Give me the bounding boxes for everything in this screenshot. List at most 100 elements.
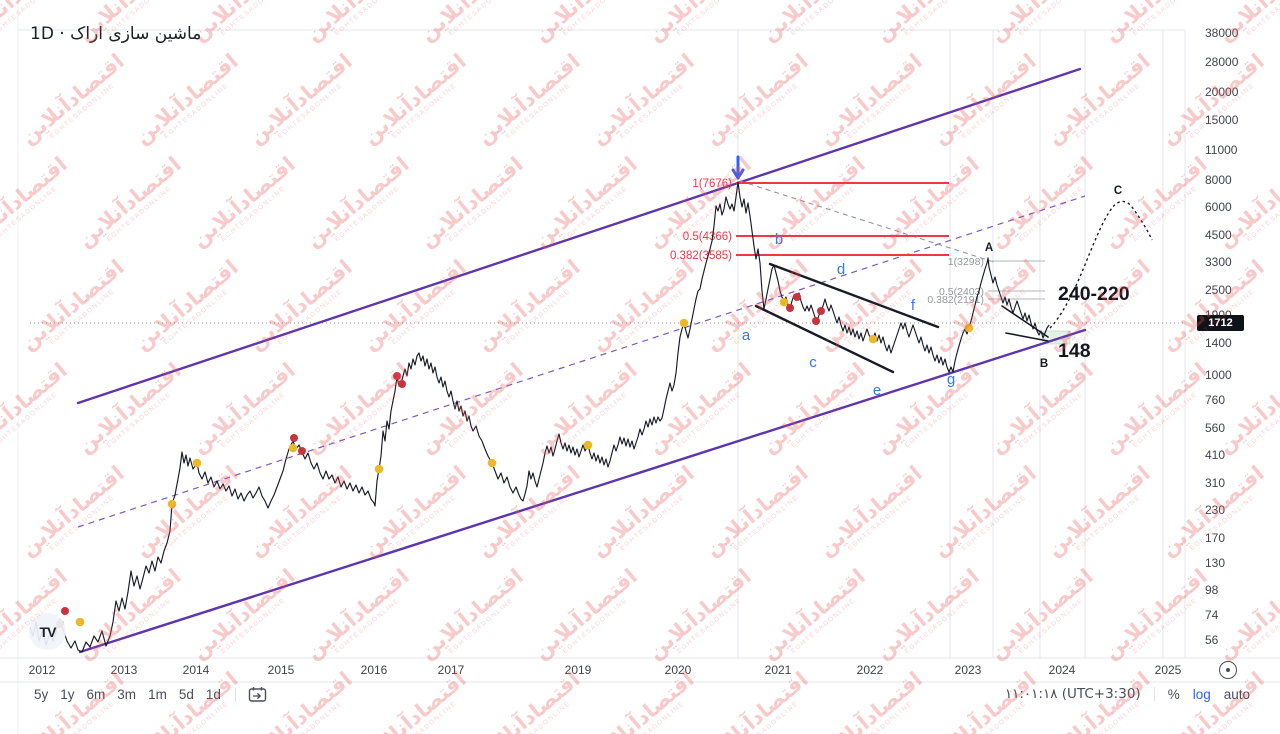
status-divider [1153,687,1155,701]
statusbar: ۱۱:۰۱:۱۸ (UTC+3:30) % log auto [1005,686,1250,702]
signal-dot-red [393,372,401,380]
wave-letter-g: g [947,371,955,388]
wave-letter-A: A [985,242,993,254]
signal-dot-red [398,380,406,388]
price-axis-label: 20000 [1205,85,1239,99]
price-axis-label: 15000 [1205,113,1239,127]
channel-line-upper[interactable] [76,67,1082,405]
year-label: 2023 [954,663,982,677]
target-text: 148 [1058,340,1091,362]
price-axis-label: 4500 [1205,228,1232,242]
tradingview-logo[interactable]: TV [29,613,66,650]
channel-median-dashed[interactable] [77,195,1086,528]
signal-dot-yellow [167,499,177,509]
fib-level-label: 1(7676) [692,178,732,190]
year-label: 2013 [110,663,138,677]
current-price-badge: 1712 [1197,315,1244,331]
year-label: 2012 [28,663,56,677]
signal-dot-yellow [75,617,85,627]
percent-scale-button[interactable]: % [1167,686,1180,702]
price-axis-label: 6000 [1205,200,1232,214]
price-axis-label: 28000 [1205,55,1239,69]
signal-dot-yellow [288,443,298,453]
auto-scale-button[interactable]: auto [1223,686,1250,702]
down-arrow-icon [731,168,745,180]
price-axis-label: 560 [1205,421,1226,435]
range-toolbar: 5y 1y 6m 3m 1m 5d 1d [34,686,267,703]
wave-letter-b: b [775,231,783,248]
price-axis-label: 38000 [1205,26,1239,40]
range-button-1y[interactable]: 1y [60,687,75,702]
signal-dot-yellow [487,458,497,468]
signal-dot-yellow [964,323,974,333]
wedge-trendline[interactable] [754,304,895,374]
signal-dot-red [812,317,820,325]
price-axis-label: 130 [1205,556,1226,570]
wave-letter-C: C [1114,185,1122,197]
signal-dot-red [61,607,69,615]
calendar-icon[interactable] [248,686,267,703]
wave-letter-c: c [809,354,817,371]
signal-dot-yellow [192,458,202,468]
fib-level-label: 0.5(2403) [939,286,984,298]
year-label: 2016 [360,663,388,677]
range-button-5y[interactable]: 5y [34,687,49,702]
price-axis-label: 98 [1205,583,1219,597]
axis-settings-icon[interactable] [1219,661,1237,679]
wave-letter-d: d [837,261,845,278]
wave-letter-a: a [742,327,751,344]
year-label: 2017 [437,663,465,677]
fib-level-label: 0.382(3585) [670,250,732,262]
price-axis-label: 74 [1205,608,1219,622]
signal-dot-yellow [779,297,789,307]
clock-label: ۱۱:۰۱:۱۸ (UTC+3:30) [1004,686,1141,702]
price-axis-label: 56 [1205,633,1219,647]
symbol-title: ماشین سازی اراک · 1D [30,24,202,44]
year-label: 2024 [1048,663,1076,677]
wedge-trendline[interactable] [1005,332,1049,342]
range-button-1m[interactable]: 1m [148,687,167,702]
range-button-1d[interactable]: 1d [205,687,221,702]
price-axis-label: 410 [1205,448,1226,462]
price-axis-label: 8000 [1205,173,1232,187]
projection-dotted-curve[interactable] [1049,200,1153,329]
signal-dot-yellow [374,464,384,474]
toolbar-divider [234,687,236,702]
fib-level-label: 0.382(2191) [927,294,984,306]
channel-line-lower[interactable] [78,328,1087,654]
range-button-6m[interactable]: 6m [86,687,106,702]
price-line[interactable] [29,181,1050,653]
target-text: 240-220 [1058,283,1130,305]
wave-letter-B: B [1040,358,1048,370]
fib-level-label: 0.5(4366) [683,231,732,243]
signal-dot-yellow [583,440,593,450]
year-label: 2014 [182,663,210,677]
year-label: 2015 [267,663,295,677]
price-axis-label: 3300 [1205,255,1232,269]
price-axis-label: 760 [1205,393,1226,407]
log-scale-button[interactable]: log [1192,686,1211,702]
year-label: 2020 [664,663,692,677]
descending-trendline-dashed[interactable] [739,180,998,264]
signal-dot-yellow [679,318,689,328]
signal-dot-red [786,304,794,312]
year-label: 2021 [764,663,792,677]
price-axis-label: 1000 [1205,368,1232,382]
price-axis-label: 310 [1205,476,1226,490]
wave-letter-e: e [873,382,881,399]
signal-dot-red [817,307,825,315]
price-axis-label: 1400 [1205,336,1232,350]
year-label: 2025 [1154,663,1182,677]
wedge-trendline[interactable] [768,262,940,329]
signal-dot-red [298,447,306,455]
year-label: 2019 [564,663,592,677]
signal-dot-red [793,293,801,301]
range-button-3m[interactable]: 3m [117,687,137,702]
price-axis-label: 230 [1205,503,1226,517]
fib-level-label: 1(3298) [948,256,984,268]
price-axis-label: 11000 [1205,143,1238,157]
range-button-5d[interactable]: 5d [178,687,194,702]
price-axis-label: 170 [1205,531,1226,545]
